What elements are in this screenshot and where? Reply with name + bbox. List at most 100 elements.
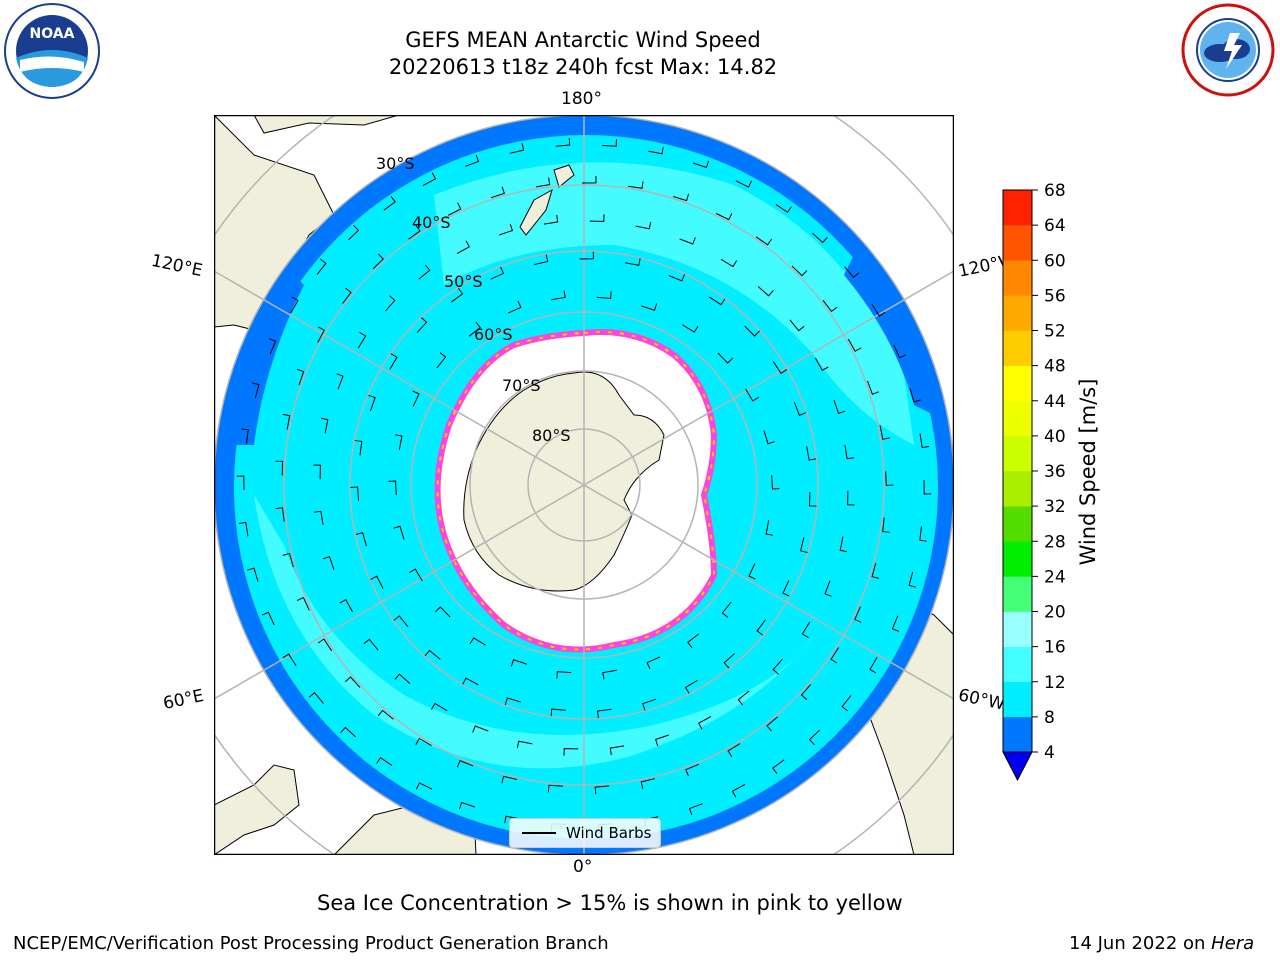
wind-barb: [808, 729, 821, 746]
wind-barb: [447, 202, 462, 216]
colorbar-segment: [1003, 400, 1032, 437]
wind-barb: [642, 698, 657, 711]
wind-barb: [919, 433, 930, 449]
lat-label-60s: 60°S: [474, 325, 513, 344]
wind-barb: [854, 606, 862, 623]
wind-barb: [368, 394, 376, 411]
wind-barb: [731, 784, 746, 798]
barb-legend: Wind Barbs: [509, 818, 661, 848]
wind-barb: [685, 763, 699, 777]
colorbar-tick-label: 16: [1044, 638, 1066, 658]
colorbar-segment: [1003, 330, 1032, 366]
wind-barb: [624, 258, 641, 266]
wind-barb: [609, 745, 625, 756]
colorbar-tick-label: 48: [1044, 357, 1066, 377]
wind-barb: [533, 254, 549, 266]
wind-barb: [735, 180, 753, 188]
wind-barb: [646, 656, 661, 670]
wind-barb: [468, 321, 481, 337]
wind-barb: [236, 475, 245, 491]
wind-barb: [668, 274, 685, 282]
wind-barb: [465, 154, 480, 167]
wind-barb: [462, 677, 479, 686]
wind-barb: [765, 520, 773, 536]
wind-barb: [782, 580, 790, 597]
wind-barb: [251, 382, 260, 399]
lon-label-120e: 120°E: [149, 250, 205, 282]
wind-barb: [547, 784, 563, 793]
colorbar-segment: [1003, 435, 1032, 472]
wind-barb: [893, 344, 907, 359]
lon-label-180: 180°: [561, 89, 602, 109]
wind-barb: [808, 491, 817, 507]
wind-barb: [772, 361, 788, 374]
wind-barb: [316, 258, 327, 275]
wind-barb: [555, 137, 571, 147]
wind-barb: [556, 671, 572, 679]
colorbar-segment: [1003, 295, 1032, 331]
colorbar-tick-label: 60: [1044, 251, 1066, 271]
colorbar-tick-label: 20: [1044, 603, 1066, 623]
wind-barb: [791, 265, 808, 277]
wind-barb: [393, 525, 405, 540]
wind-barb: [450, 288, 464, 303]
colorbar-tick-label: 36: [1044, 462, 1066, 482]
wind-barb: [793, 402, 807, 416]
wind-barb: [320, 417, 329, 434]
sea-ice-note: Sea Ice Concentration > 15% is shown in …: [317, 891, 903, 915]
wind-barb: [458, 801, 476, 810]
colorbar-segment: [1003, 716, 1032, 753]
wind-barb: [756, 619, 766, 636]
wind-barb: [416, 317, 428, 333]
wind-barb: [456, 240, 470, 254]
wind-barb: [879, 425, 890, 440]
wind-barb: [422, 172, 437, 186]
wind-barb: [687, 633, 700, 649]
wind-barb: [543, 214, 559, 225]
wind-barb: [745, 388, 759, 402]
ocean-high-wind-band-south: [254, 495, 814, 769]
wind-barb: [641, 303, 658, 311]
wind-barb: [682, 324, 699, 333]
wind-barb: [847, 338, 862, 352]
land-antarctica: [463, 371, 665, 592]
wind-barb: [372, 253, 384, 270]
graticule: [214, 115, 954, 855]
wind-barb: [241, 428, 249, 444]
wind-barb: [882, 517, 890, 533]
wind-barb: [766, 716, 779, 732]
ocean-low-wind-east: [844, 255, 934, 415]
wind-barb: [602, 669, 617, 680]
wind-barb: [720, 258, 738, 268]
wind-barb: [775, 203, 792, 213]
wind-barb: [499, 223, 514, 236]
wind-barb: [342, 287, 352, 304]
wind-barb: [737, 690, 750, 706]
ocean-low-wind-west: [234, 275, 304, 445]
colorbar-tick-label: 44: [1044, 392, 1066, 412]
lat-label-30s: 30°S: [376, 154, 415, 173]
wind-barb: [490, 186, 505, 199]
wind-barb: [648, 146, 664, 155]
barb-legend-line: [522, 832, 556, 834]
wind-barb: [436, 352, 447, 369]
wind-barb: [589, 214, 605, 222]
wind-barb: [282, 653, 297, 667]
wind-barb: [275, 507, 285, 522]
wind-barb: [347, 224, 360, 241]
wind-barb: [350, 486, 360, 502]
wind-barb: [383, 196, 396, 211]
wind-barb: [409, 568, 423, 582]
wind-barb: [891, 615, 900, 632]
wind-barb: [692, 160, 710, 169]
wind-barb: [340, 726, 356, 738]
polar-map: 30°S 40°S 50°S 60°S 70°S 80°S: [214, 115, 954, 855]
land-new-zealand: [519, 164, 575, 236]
colorbar-tick-label: 40: [1044, 427, 1066, 447]
footer-host: Hera: [1211, 933, 1255, 954]
colorbar-segment: [1003, 646, 1032, 683]
wind-barb: [339, 599, 353, 613]
wind-barb: [247, 567, 259, 582]
wind-barb: [507, 300, 522, 314]
